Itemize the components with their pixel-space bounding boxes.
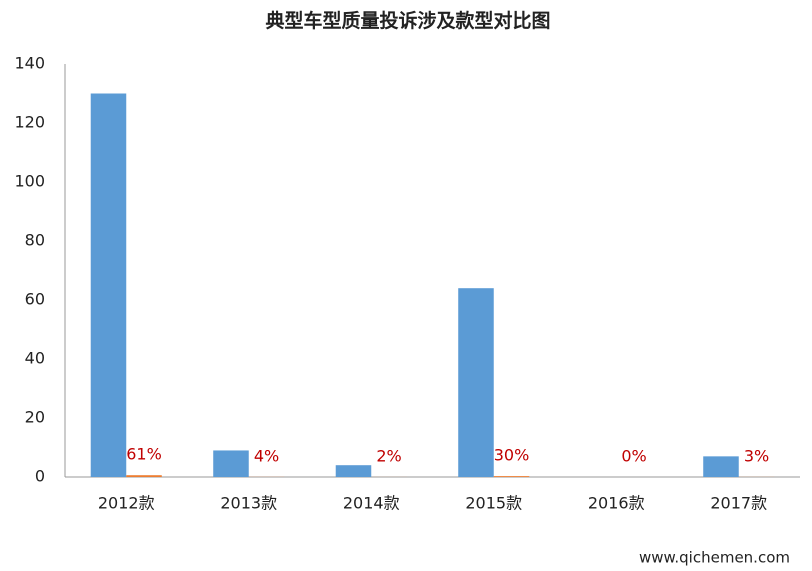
x-tick-label: 2015款 bbox=[465, 494, 522, 513]
bar bbox=[90, 93, 127, 477]
value-label: 2% bbox=[376, 446, 401, 465]
x-tick-label: 2013款 bbox=[220, 494, 277, 513]
value-label: 3% bbox=[744, 446, 769, 465]
y-tick-label: 60 bbox=[25, 290, 45, 309]
y-tick-label: 80 bbox=[25, 231, 45, 250]
y-tick-label: 0 bbox=[35, 467, 45, 486]
y-tick-label: 120 bbox=[14, 113, 45, 132]
value-label: 30% bbox=[494, 446, 530, 465]
bar bbox=[458, 288, 494, 477]
x-tick-label: 2012款 bbox=[98, 494, 155, 513]
x-tick-label: 2016款 bbox=[588, 494, 645, 513]
value-label: 0% bbox=[621, 447, 646, 466]
y-tick-label: 20 bbox=[25, 408, 45, 427]
bar bbox=[126, 475, 162, 477]
chart-title: 典型车型质量投诉涉及款型对比图 bbox=[265, 9, 550, 32]
bar bbox=[335, 465, 372, 477]
value-label: 61% bbox=[126, 445, 162, 464]
x-tick-label: 2017款 bbox=[710, 494, 767, 513]
bar bbox=[213, 450, 249, 477]
x-tick-label: 2014款 bbox=[343, 494, 400, 513]
y-tick-label: 100 bbox=[14, 172, 45, 191]
bar bbox=[703, 456, 739, 477]
bar bbox=[493, 476, 530, 477]
value-label: 4% bbox=[254, 446, 279, 465]
y-tick-label: 140 bbox=[14, 54, 45, 73]
y-tick-label: 40 bbox=[25, 349, 45, 368]
watermark: www.qichemen.com bbox=[639, 549, 790, 567]
